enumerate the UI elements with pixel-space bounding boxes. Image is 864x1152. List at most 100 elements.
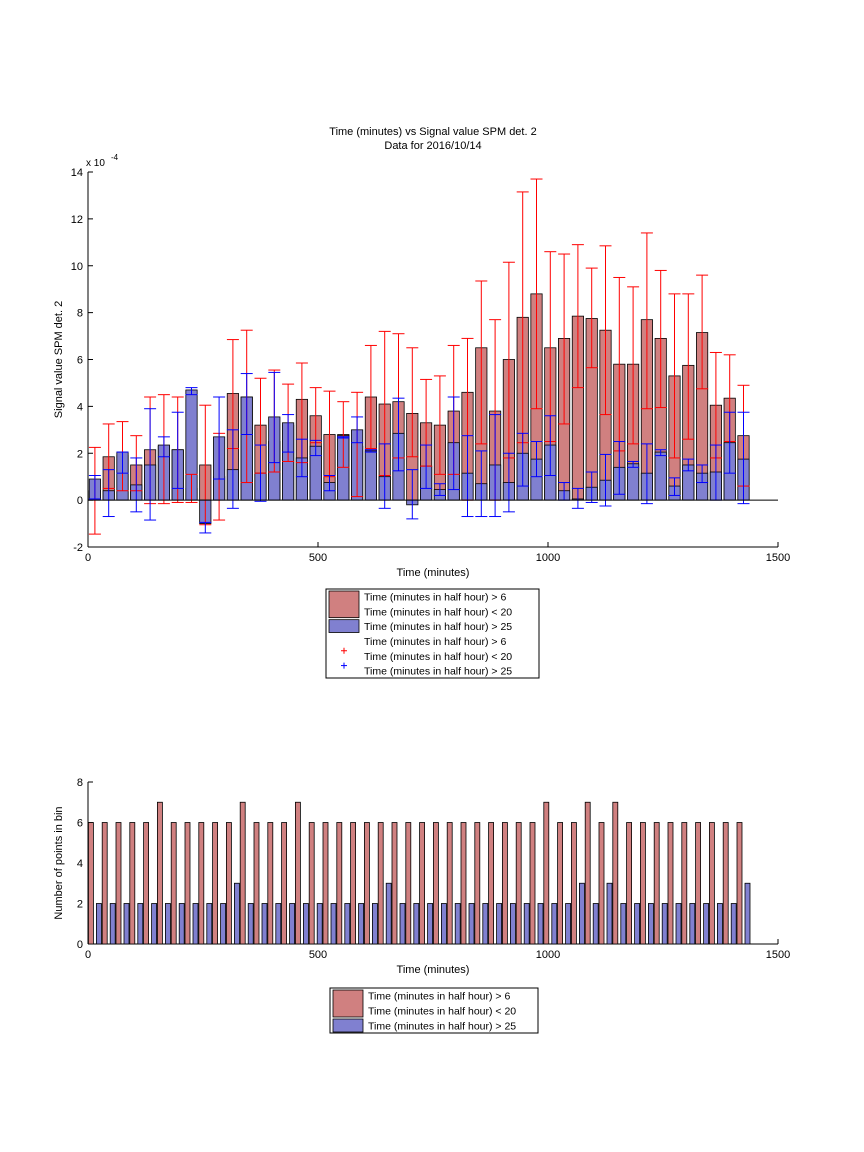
count-bar-red	[363, 822, 370, 945]
count-bar-red	[529, 822, 536, 945]
chart-subtitle: Data for 2016/10/14	[384, 140, 481, 152]
count-bar-blue	[96, 903, 102, 945]
y-tick-label: 4	[77, 401, 83, 413]
count-bar-red	[722, 822, 729, 945]
count-bar-blue	[109, 903, 116, 945]
count-bar-red	[253, 822, 260, 945]
count-bar-blue	[454, 903, 461, 945]
count-bar-blue	[468, 903, 475, 945]
count-bar-red	[405, 822, 412, 945]
bar-blue	[654, 451, 667, 501]
count-bar-red	[598, 822, 605, 945]
x-tick-label: 1500	[766, 552, 790, 564]
y-exponent-power: -4	[111, 153, 119, 162]
count-bar-blue	[496, 903, 503, 945]
count-bar-blue	[302, 903, 309, 945]
x-axis-label: Time (minutes)	[397, 567, 470, 579]
count-bar-red	[308, 822, 315, 945]
count-bar-blue	[744, 882, 751, 945]
legend-swatch-red	[328, 590, 360, 619]
count-bar-red	[460, 822, 467, 945]
count-bar-blue	[371, 903, 378, 945]
count-bar-red	[584, 801, 591, 945]
count-bar-red	[336, 822, 343, 945]
y-tick-label: 12	[71, 214, 83, 226]
bar-blue	[627, 463, 640, 501]
count-bar-red	[377, 822, 384, 945]
count-bar-red	[571, 822, 577, 945]
legend-label: Time (minutes in half hour) > 6	[364, 591, 506, 603]
count-bar-blue	[537, 903, 544, 945]
legend-label: Time (minutes in half hour) < 20	[364, 606, 512, 618]
count-bar-red	[198, 822, 205, 945]
y-tick-label: 14	[71, 167, 83, 179]
count-bar-red	[170, 822, 177, 945]
count-bar-red	[557, 822, 563, 945]
count-bar-blue	[206, 903, 213, 945]
legend-label: Time (minutes in half hour) > 6	[364, 636, 506, 648]
count-bar-blue	[675, 903, 682, 945]
count-bar-blue	[606, 882, 613, 945]
count-bar-red	[115, 822, 122, 945]
legend-0: Time (minutes in half hour) > 6 Time (min…	[325, 588, 540, 679]
x-axis-label: Time (minutes)	[397, 964, 470, 976]
y-tick-label: -2	[73, 542, 83, 554]
count-bar-blue	[703, 903, 709, 945]
count-bar-blue	[123, 903, 130, 945]
count-bar-blue	[523, 903, 530, 945]
y-axis-label: Number of points in bin	[53, 806, 65, 919]
count-bar-blue	[344, 903, 351, 945]
count-bar-blue	[358, 903, 365, 945]
count-bar-blue	[247, 903, 254, 945]
count-bar-red	[488, 822, 495, 945]
legend-label: Time (minutes in half hour) > 25	[368, 1021, 516, 1033]
count-bar-red	[626, 822, 632, 945]
count-bar-blue	[261, 903, 268, 945]
count-bar-blue	[233, 882, 240, 945]
count-bar-red	[653, 822, 660, 945]
count-bar-red	[212, 822, 219, 945]
count-bar-blue	[592, 903, 599, 945]
legend-label: Time (minutes in half hour) > 6	[368, 991, 510, 1003]
count-bar-red	[695, 822, 701, 945]
x-tick-label: 1500	[766, 949, 790, 961]
x-tick-label: 500	[309, 552, 327, 564]
count-bar-red	[267, 822, 274, 945]
count-bar-red	[515, 822, 522, 945]
legend-box	[325, 588, 540, 679]
count-bar-blue	[717, 903, 723, 945]
series-blue	[96, 882, 751, 945]
count-bar-red	[281, 822, 288, 945]
count-bar-red	[350, 822, 357, 945]
x-tick-label: 1000	[536, 552, 560, 564]
count-bar-red	[239, 801, 246, 945]
legend-label: Time (minutes in half hour) > 25	[364, 621, 512, 633]
y-tick-label: 4	[77, 858, 83, 870]
count-bar-blue	[427, 903, 434, 945]
count-bar-blue	[220, 903, 227, 945]
legend-label: Time (minutes in half hour) > 25	[364, 666, 512, 678]
count-bar-red	[391, 822, 398, 945]
count-bar-blue	[316, 903, 323, 945]
y-tick-label: 0	[77, 495, 83, 507]
chart-title: Time (minutes) vs Signal value SPM det. …	[329, 126, 536, 138]
count-bar-red	[143, 822, 150, 945]
legend-swatch-red	[332, 989, 364, 1018]
legend-swatch-blue	[328, 619, 360, 633]
chart-1: 0 500 1000 1500 0 2 4 6 8 Time (minutes) Number of…	[53, 777, 790, 976]
count-bar-blue	[399, 903, 406, 945]
legend-swatch-blue	[332, 1018, 364, 1033]
series-red	[88, 801, 743, 945]
y-tick-label: 0	[77, 939, 83, 951]
count-bar-blue	[330, 903, 337, 945]
count-bar-blue	[648, 903, 654, 945]
count-bar-red	[640, 822, 646, 945]
count-bar-red	[101, 822, 108, 945]
legend-box	[329, 987, 539, 1034]
count-bar-red	[88, 822, 94, 945]
bar-blue	[364, 450, 377, 501]
count-bar-blue	[689, 903, 696, 945]
count-bar-blue	[151, 903, 158, 945]
count-bar-red	[446, 822, 453, 945]
